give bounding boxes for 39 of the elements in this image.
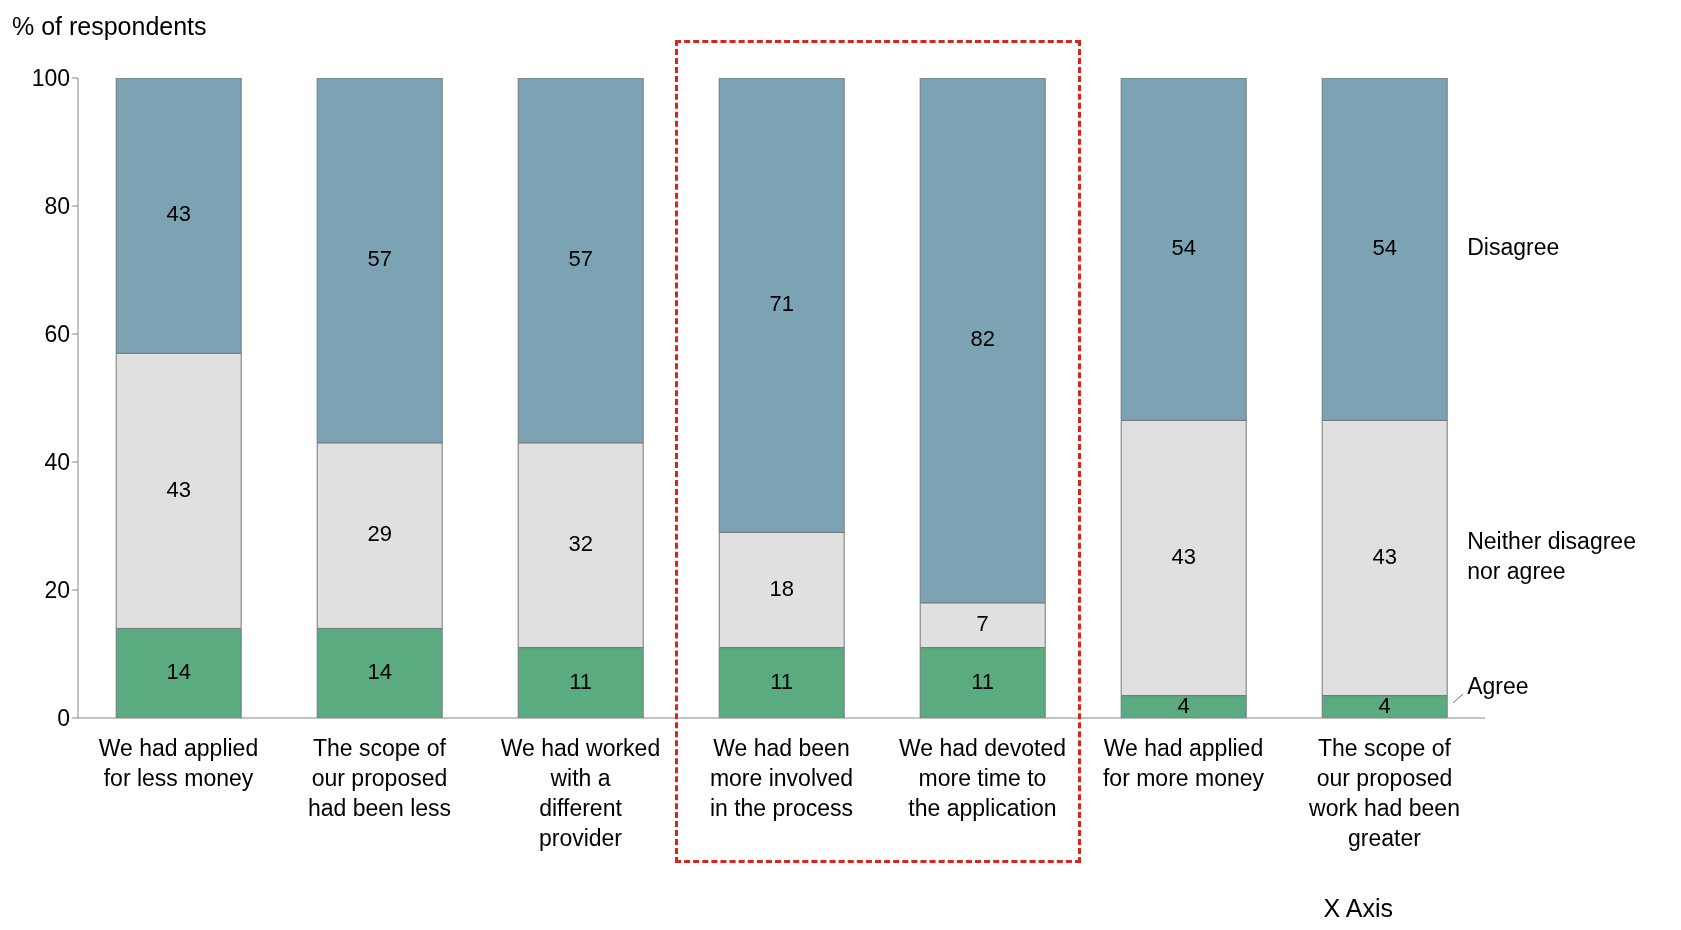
x-tick-label: We had applied for more money (1102, 735, 1265, 791)
data-label: 29 (367, 521, 392, 547)
data-label: 11 (770, 668, 794, 694)
data-label: 14 (367, 659, 392, 685)
data-label: 43 (1171, 543, 1196, 569)
data-label: 11 (971, 668, 995, 694)
data-label: 43 (166, 201, 191, 227)
y-tick-label: 80 (44, 193, 70, 220)
data-label: 7 (976, 611, 989, 637)
data-label: 4 (1378, 692, 1391, 718)
x-tick-label: We had worked with a different provider (500, 735, 661, 851)
x-tick-label: We had devoted more time to the application (898, 735, 1067, 821)
data-label: 54 (1171, 235, 1196, 261)
data-label: 57 (367, 246, 392, 272)
y-axis-title: % of respondents (12, 12, 207, 41)
series-label: Disagree (1467, 234, 1560, 261)
data-label: 4 (1177, 692, 1190, 718)
series-label: Neither disagree nor agree (1467, 528, 1636, 585)
y-tick-label: 20 (44, 577, 70, 604)
y-tick-label: 100 (31, 65, 70, 92)
data-label: 43 (1372, 543, 1397, 569)
y-tick-label: 0 (57, 705, 70, 732)
x-tick-label: We had been more involved in the process (709, 735, 854, 821)
data-label: 82 (970, 326, 995, 352)
series-label: Agree (1467, 673, 1529, 700)
data-label: 14 (166, 659, 191, 685)
data-label: 54 (1372, 235, 1397, 261)
data-label: 11 (569, 668, 593, 694)
x-tick-label: The scope of our proposed had been less (307, 735, 452, 821)
x-tick-label: We had applied for less money (98, 735, 259, 791)
data-label: 32 (568, 531, 593, 557)
x-tick-label: The scope of our proposed work had been greater (1308, 735, 1460, 851)
y-tick-label: 60 (44, 321, 70, 348)
data-label: 43 (166, 476, 191, 502)
y-tick-label: 40 (44, 449, 70, 476)
data-label: 57 (568, 246, 593, 272)
data-label: 71 (769, 291, 794, 317)
x-axis-title: X Axis (1323, 894, 1393, 923)
data-label: 18 (769, 575, 794, 601)
